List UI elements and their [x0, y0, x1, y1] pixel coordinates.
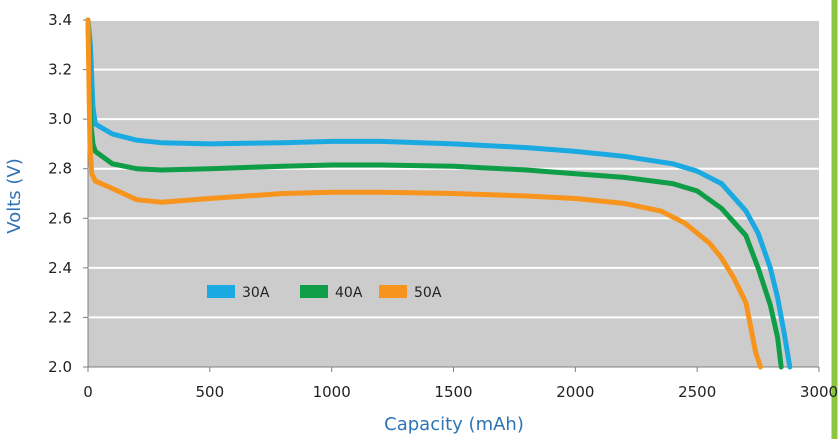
- series-line-50A: [85, 17, 763, 370]
- x-tick-label: 3000: [800, 383, 838, 401]
- y-tick-label: 2.6: [48, 209, 72, 227]
- y-tick-label: 2.4: [48, 259, 72, 277]
- legend-label-30A: 30A: [242, 285, 270, 301]
- x-tick-label: 2000: [556, 383, 594, 401]
- y-tick-label: 2.8: [48, 160, 72, 178]
- x-tick-label: 1500: [434, 383, 472, 401]
- x-tick-label: 0: [83, 383, 93, 401]
- chart-border: [831, 0, 838, 439]
- y-tick-label: 3.0: [48, 110, 72, 128]
- legend-swatch-50A: [379, 285, 407, 298]
- x-axis-title: Capacity (mAh): [384, 414, 524, 435]
- x-tick-label: 500: [196, 383, 225, 401]
- legend-swatch-30A: [207, 285, 235, 298]
- series-line-30A: [85, 17, 793, 370]
- legend-swatch-40A: [300, 285, 328, 298]
- legend-label-40A: 40A: [335, 285, 363, 301]
- y-tick-label: 2.2: [48, 308, 72, 326]
- series-lines: [85, 17, 793, 370]
- legend-label-50A: 50A: [414, 285, 442, 301]
- x-tick-label: 1000: [313, 383, 351, 401]
- x-tick-label: 2500: [678, 383, 716, 401]
- y-tick-label: 3.2: [48, 61, 72, 79]
- y-axis-title: Volts (V): [4, 158, 25, 233]
- y-tick-label: 3.4: [48, 11, 72, 29]
- legend: 30A 40A 50A: [207, 285, 442, 301]
- series-line-40A: [85, 17, 784, 370]
- y-tick-label: 2.0: [48, 358, 72, 376]
